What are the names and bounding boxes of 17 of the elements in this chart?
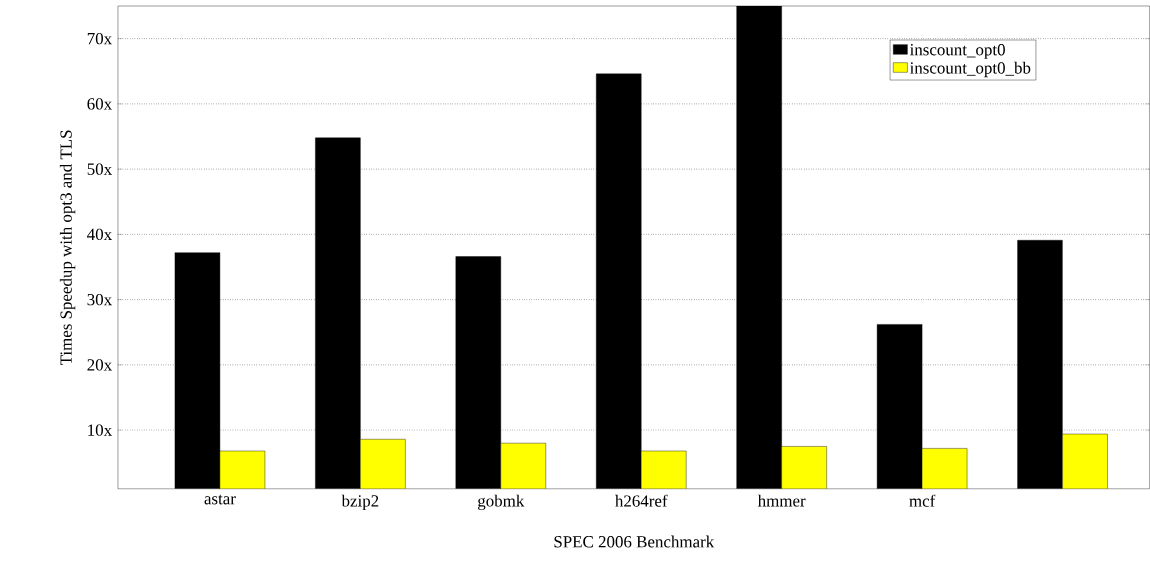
y-tick-label: 50x	[87, 163, 112, 175]
y-tick-label: 40x	[87, 228, 112, 241]
x-axis-title: SPEC 2006 Benchmark	[554, 535, 715, 548]
y-axis-title: Times Speedup with opt3 and TLS	[59, 130, 76, 366]
y-tick-label: 70x	[87, 33, 112, 45]
y-tick-label: 30x	[87, 294, 112, 306]
x-tick-label: bzip2	[341, 494, 379, 511]
x-tick-label: gobmk	[478, 494, 525, 511]
x-tick-label: h264ref	[615, 494, 668, 507]
y-tick-label: 20x	[87, 359, 112, 371]
x-tick-label: hmmer	[757, 494, 806, 507]
legend-label: inscount_opt0	[909, 44, 1005, 59]
x-tick-label: mcf	[909, 494, 936, 507]
legend-label: inscount_opt0_bb	[909, 61, 1031, 78]
y-tick-label: 60x	[87, 98, 112, 110]
y-tick-label: 10x	[88, 424, 112, 436]
x-tick-label: astar	[204, 494, 236, 505]
